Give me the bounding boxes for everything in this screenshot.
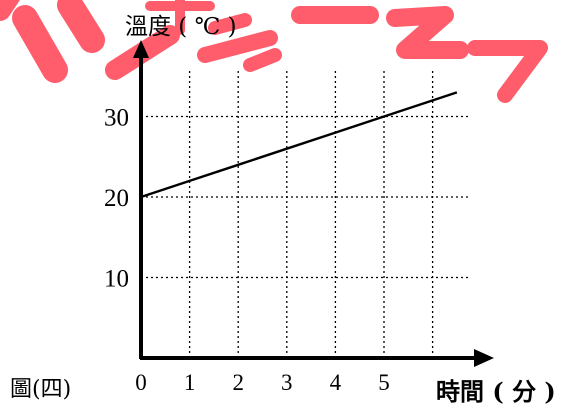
watermark-stroke xyxy=(57,0,105,53)
watermark-stroke xyxy=(208,13,252,35)
watermark-stroke xyxy=(386,6,469,59)
grid xyxy=(141,68,470,358)
y-tick-label: 20 xyxy=(104,185,129,212)
y-tick-label: 30 xyxy=(104,105,129,132)
x-tick-label: 5 xyxy=(378,370,390,395)
x-tick-label: 2 xyxy=(232,370,244,395)
y-tick-labels: 10 20 30 xyxy=(104,105,129,293)
watermark-stroke xyxy=(467,40,548,103)
x-tick-label: 4 xyxy=(330,370,342,395)
y-tick-label: 10 xyxy=(104,266,129,293)
x-tick-labels: 0 1 2 3 4 5 xyxy=(135,370,390,395)
axes xyxy=(133,40,494,367)
x-tick-label: 0 xyxy=(135,370,147,395)
watermark-stroke xyxy=(197,30,278,63)
figure-label: 圖(四) xyxy=(10,377,71,402)
x-axis-arrow-icon xyxy=(474,349,494,367)
watermark-stroke xyxy=(243,48,282,72)
y-axis-arrow-icon xyxy=(133,40,149,58)
series-line xyxy=(140,91,458,199)
watermark-stroke xyxy=(12,5,68,83)
x-tick-label: 1 xyxy=(184,370,196,395)
watermark xyxy=(0,0,548,103)
series-layer xyxy=(140,91,458,199)
x-axis-label: 時間 ( 分 ) xyxy=(436,377,556,406)
watermark-stroke xyxy=(0,0,20,21)
y-axis-label: 溫度 ( ℃ ) xyxy=(125,14,237,40)
x-tick-label: 3 xyxy=(281,370,293,395)
